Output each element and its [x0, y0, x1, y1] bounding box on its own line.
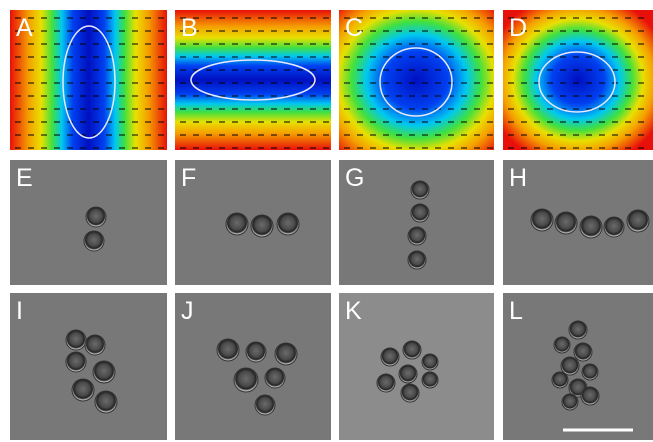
cell [86, 207, 106, 227]
cell [422, 354, 438, 370]
cell [408, 227, 426, 245]
panel-label: J [181, 297, 194, 325]
cell [580, 216, 602, 238]
cell [411, 204, 429, 222]
panel-label: B [181, 14, 198, 42]
cell [226, 213, 248, 235]
panel-label: F [181, 164, 196, 192]
panel-label: K [345, 297, 362, 325]
cell [582, 364, 598, 380]
micrograph [339, 293, 494, 440]
micrograph [10, 293, 167, 440]
cell [377, 374, 395, 392]
cell [554, 337, 570, 353]
cell [277, 213, 299, 235]
cell [85, 335, 105, 355]
panel-label: E [16, 164, 33, 192]
cell [246, 342, 266, 362]
panel-label: C [345, 14, 363, 42]
cell [422, 372, 438, 388]
cell [569, 321, 587, 339]
cell [381, 348, 399, 366]
cell [251, 215, 273, 237]
cell [255, 395, 275, 415]
cell [604, 217, 624, 237]
panel-label: D [509, 14, 527, 42]
panel-label: G [345, 164, 364, 192]
cell [275, 343, 297, 365]
cell [552, 372, 568, 388]
cell [561, 357, 579, 375]
cell [574, 343, 592, 361]
panel-label: L [509, 297, 523, 325]
cell [411, 181, 429, 199]
cell [531, 209, 553, 231]
cell [581, 387, 599, 405]
panel-label: H [509, 164, 527, 192]
cell [555, 212, 577, 234]
cell [95, 391, 117, 413]
cell [217, 339, 239, 361]
cell [627, 210, 649, 232]
cell [66, 352, 86, 372]
cell [265, 368, 285, 388]
cell [93, 361, 115, 383]
cell [399, 365, 417, 383]
figure: A B C D E F G H I J K L [0, 0, 653, 442]
panel-label: I [16, 297, 23, 325]
cell [234, 368, 258, 392]
cell [562, 394, 578, 410]
cell [401, 384, 419, 402]
cell [403, 341, 421, 359]
cell [84, 231, 104, 251]
cell [66, 330, 86, 350]
cell [408, 251, 426, 269]
panel-label: A [16, 14, 33, 42]
cell [72, 379, 94, 401]
micrograph [175, 293, 331, 440]
